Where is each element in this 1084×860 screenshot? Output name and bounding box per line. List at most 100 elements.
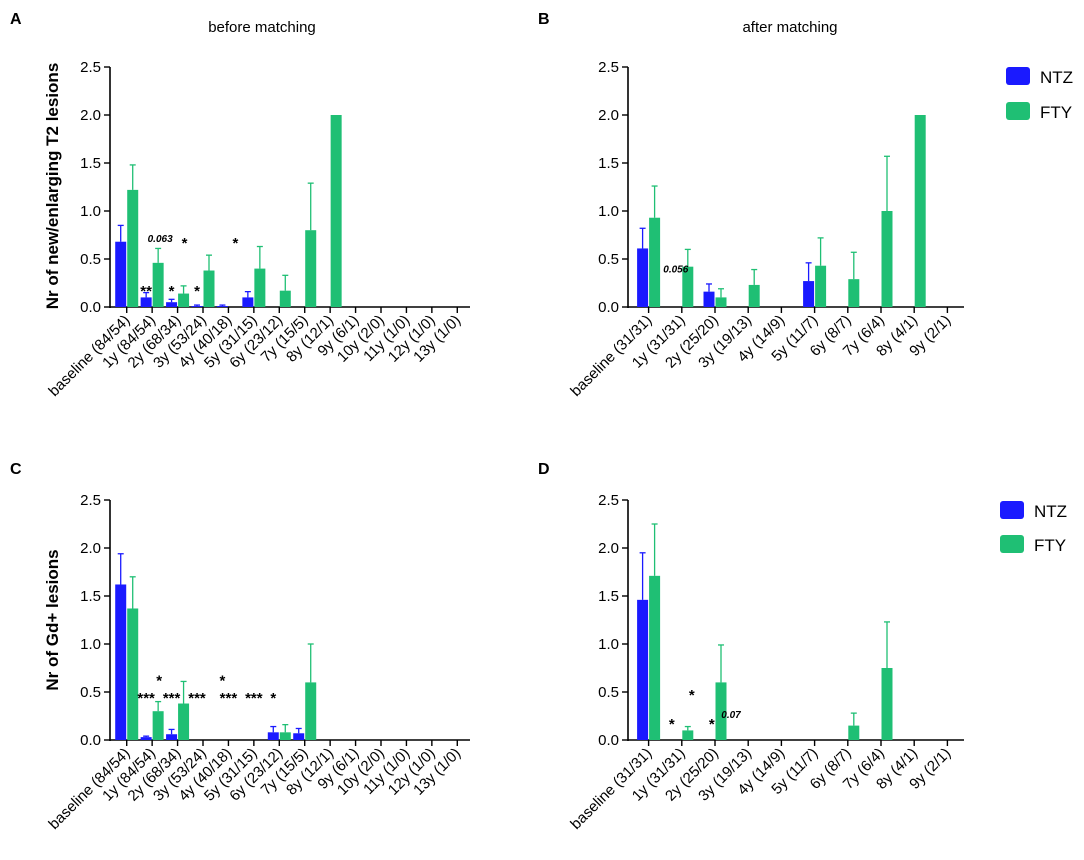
bar-fty — [649, 575, 661, 740]
bar-fty — [748, 284, 760, 307]
bar-fty — [682, 730, 694, 740]
bar-ntz — [140, 737, 152, 740]
y-tick-label: 1.0 — [80, 636, 101, 653]
bar-fty — [881, 211, 893, 307]
bar-fty — [848, 279, 860, 307]
significance-star: * — [220, 673, 226, 690]
bar-ntz — [637, 599, 649, 740]
bar-ntz — [242, 297, 254, 307]
panel-c: C Nr of Gd+ lesions 0.00.51.01.52.02.5ba… — [10, 461, 470, 833]
bar-fty — [279, 290, 291, 307]
significance-star: * — [182, 235, 188, 252]
significance-star: * — [194, 283, 200, 300]
bar-ntz — [293, 733, 305, 740]
bar-ntz — [166, 734, 178, 740]
y-tick-label: 2.0 — [598, 107, 619, 124]
legend-label-fty: FTY — [1040, 103, 1072, 122]
significance-star: * — [270, 690, 276, 707]
y-tick-label: 2.0 — [80, 540, 101, 557]
bar-fty — [178, 703, 190, 740]
significance-star: *** — [245, 690, 263, 707]
bar-fty — [152, 711, 164, 740]
bar-ntz — [703, 291, 715, 307]
panel-b: B after matching 0.00.51.01.52.02.5basel… — [538, 11, 964, 400]
legend-label-fty: FTY — [1034, 536, 1066, 555]
bar-ntz — [115, 241, 127, 307]
y-tick-label: 0.5 — [598, 684, 619, 701]
significance-star: * — [689, 687, 695, 704]
bar-ntz — [140, 297, 152, 307]
panel-label-a: A — [10, 11, 22, 28]
y-tick-label: 0.5 — [598, 251, 619, 268]
legend-top: NTZ FTY — [1006, 67, 1073, 122]
significance-star: * — [709, 716, 715, 733]
bar-ntz — [803, 281, 815, 307]
bar-ntz — [166, 302, 178, 307]
significance-star: *** — [220, 690, 238, 707]
significance-star: * — [169, 283, 175, 300]
y-tick-label: 0.0 — [80, 299, 101, 316]
bar-fty — [649, 217, 661, 307]
panel-a: A before matching Nr of new/enlarging T2… — [10, 11, 470, 400]
significance-star: *** — [188, 690, 206, 707]
legend-swatch-fty — [1006, 102, 1030, 120]
bar-fty — [715, 297, 727, 307]
y-tick-label: 0.0 — [598, 732, 619, 749]
bar-fty — [127, 608, 139, 740]
bar-fty — [279, 732, 291, 740]
y-tick-label: 2.5 — [80, 59, 101, 76]
panel-a-y-label: Nr of new/enlarging T2 lesions — [43, 63, 62, 310]
bar-fty — [848, 725, 860, 740]
bar-fty — [178, 293, 190, 307]
p-value-label: 0.063 — [148, 234, 173, 245]
panel-c-y-label: Nr of Gd+ lesions — [43, 549, 62, 690]
bar-fty — [881, 668, 893, 740]
legend-bottom: NTZ FTY — [1000, 501, 1067, 555]
significance-star: *** — [163, 690, 181, 707]
bar-fty — [305, 230, 317, 307]
significance-star: * — [669, 716, 675, 733]
bar-fty — [330, 115, 342, 307]
bar-fty — [127, 189, 139, 307]
legend-swatch-fty — [1000, 535, 1024, 553]
significance-star: * — [233, 235, 239, 252]
bar-ntz — [216, 306, 228, 307]
bar-ntz — [191, 306, 203, 307]
bar-ntz — [115, 584, 127, 740]
y-tick-label: 0.5 — [80, 251, 101, 268]
y-tick-label: 2.0 — [598, 540, 619, 557]
bar-fty — [914, 115, 926, 307]
y-tick-label: 1.5 — [80, 588, 101, 605]
bar-fty — [715, 682, 727, 740]
p-value-label: 0.056 — [663, 265, 688, 276]
bar-fty — [305, 682, 317, 740]
panel-b-title: after matching — [742, 19, 837, 36]
bar-fty — [152, 262, 164, 307]
y-tick-label: 2.5 — [598, 59, 619, 76]
bar-fty — [815, 265, 827, 307]
y-tick-label: 2.5 — [598, 492, 619, 509]
panel-label-c: C — [10, 461, 22, 478]
y-tick-label: 0.0 — [80, 732, 101, 749]
y-tick-label: 1.0 — [598, 203, 619, 220]
panel-label-b: B — [538, 11, 550, 28]
bar-ntz — [267, 732, 279, 740]
y-tick-label: 0.0 — [598, 299, 619, 316]
p-value-label: 0.07 — [721, 710, 741, 721]
y-tick-label: 2.5 — [80, 492, 101, 509]
significance-star: * — [156, 673, 162, 690]
y-tick-label: 1.5 — [598, 155, 619, 172]
panel-a-title: before matching — [208, 19, 316, 36]
legend-swatch-ntz — [1000, 501, 1024, 519]
legend-label-ntz: NTZ — [1040, 68, 1073, 87]
panel-label-d: D — [538, 461, 550, 478]
legend-swatch-ntz — [1006, 67, 1030, 85]
significance-star: ** — [140, 283, 152, 300]
bar-fty — [203, 270, 215, 307]
significance-star: *** — [137, 690, 155, 707]
y-tick-label: 1.0 — [598, 636, 619, 653]
y-tick-label: 1.5 — [80, 155, 101, 172]
bar-fty — [254, 268, 266, 307]
